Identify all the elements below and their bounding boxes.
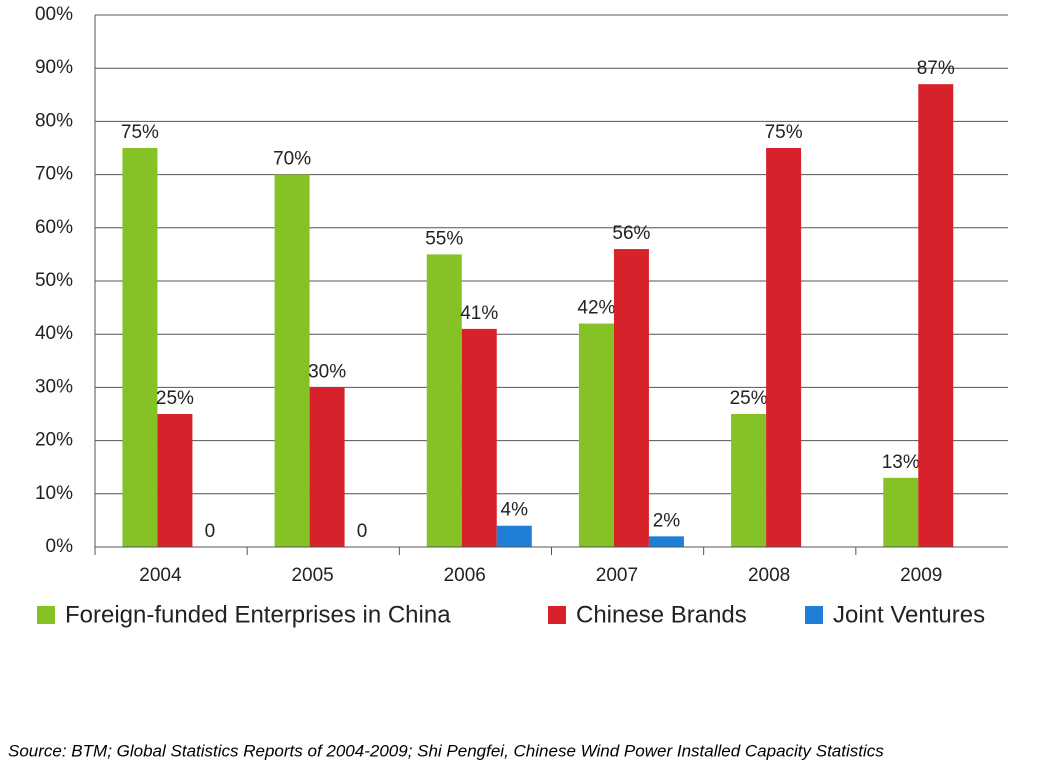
x-tick-label: 2004	[139, 565, 182, 586]
y-tick-label: 70%	[35, 164, 73, 185]
y-tick-label: 80%	[35, 110, 73, 131]
value-label: 87%	[917, 58, 955, 79]
value-label: 13%	[882, 452, 920, 473]
y-tick-label: 10%	[35, 483, 73, 504]
legend-label: Joint Ventures	[833, 601, 985, 628]
source-note: Source: BTM; Global Statistics Reports o…	[8, 741, 884, 760]
value-label: 2%	[653, 510, 681, 531]
value-label: 30%	[308, 361, 346, 382]
value-label: 0	[357, 521, 368, 542]
value-label: 4%	[501, 500, 529, 521]
bar	[883, 477, 919, 547]
x-tick-label: 2006	[444, 565, 486, 586]
value-label: 25%	[156, 388, 194, 409]
value-label: 75%	[765, 122, 803, 143]
bar	[122, 148, 158, 547]
value-label: 56%	[612, 223, 650, 244]
y-tick-label: 30%	[35, 376, 73, 397]
y-tick-label: 50%	[35, 270, 73, 291]
value-label: 75%	[121, 122, 159, 143]
legend-label: Foreign-funded Enterprises in China	[65, 601, 451, 628]
bar	[613, 249, 649, 547]
bar	[461, 328, 497, 547]
legend-label: Chinese Brands	[576, 601, 747, 628]
bar	[578, 323, 614, 547]
y-tick-label: 20%	[35, 430, 73, 451]
x-tick-label: 2009	[900, 565, 942, 586]
bar	[918, 84, 954, 547]
value-label: 25%	[730, 388, 768, 409]
value-label: 55%	[425, 228, 463, 249]
legend-swatch	[37, 606, 55, 624]
x-tick-label: 2008	[748, 565, 790, 586]
bar	[274, 174, 310, 547]
legend-swatch	[805, 606, 823, 624]
bar	[731, 414, 767, 547]
x-tick-label: 2005	[291, 565, 333, 586]
y-tick-label: 00%	[35, 4, 73, 25]
bar	[648, 536, 684, 547]
y-tick-label: 60%	[35, 217, 73, 238]
value-label: 0	[205, 521, 216, 542]
y-tick-label: 40%	[35, 323, 73, 344]
legend-swatch	[548, 606, 566, 624]
value-label: 41%	[460, 303, 498, 324]
bar	[766, 148, 802, 547]
y-tick-label: 0%	[46, 536, 74, 557]
y-tick-label: 90%	[35, 57, 73, 78]
value-label: 42%	[577, 298, 615, 319]
x-tick-label: 2007	[596, 565, 638, 586]
bar	[157, 414, 193, 547]
bar	[426, 254, 462, 547]
bar	[496, 525, 532, 547]
value-label: 70%	[273, 149, 311, 170]
bar	[309, 387, 345, 547]
